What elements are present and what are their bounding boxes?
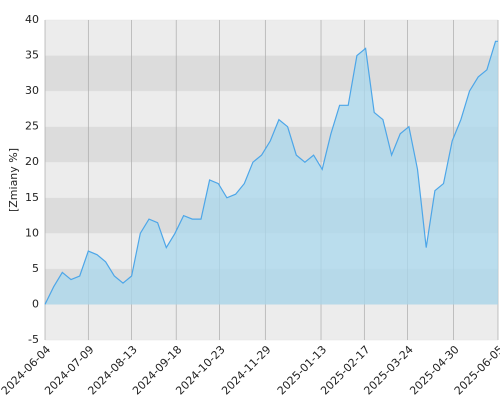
y-tick-label: 5 xyxy=(32,262,39,275)
y-tick-label: 40 xyxy=(25,13,39,26)
area xyxy=(45,41,498,305)
y-tick-label: 0 xyxy=(32,297,39,310)
y-tick-label: 25 xyxy=(25,120,39,133)
y-tick-label: -5 xyxy=(28,333,39,346)
band xyxy=(45,91,498,127)
x-tick-label: 2024-11-29 xyxy=(219,343,273,397)
band xyxy=(45,20,498,56)
y-tick-label: 35 xyxy=(25,49,39,62)
y-tick-label: 10 xyxy=(25,226,39,239)
y-tick-label: 20 xyxy=(25,155,39,168)
y-tick-label: 15 xyxy=(25,191,39,204)
band xyxy=(45,55,498,92)
y-tick-label: 30 xyxy=(25,84,39,97)
y-axis-label: [Zmiany %] xyxy=(7,148,20,212)
line xyxy=(44,40,498,305)
band xyxy=(45,304,498,340)
